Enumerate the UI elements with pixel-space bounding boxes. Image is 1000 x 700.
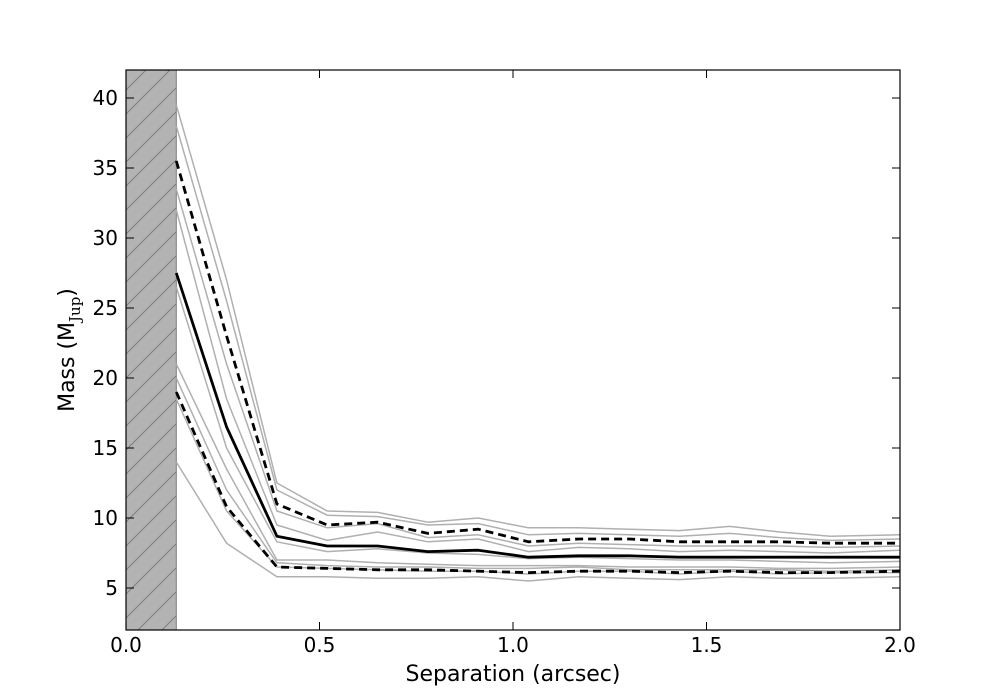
lower-curve [175, 391, 900, 574]
excluded-region-layer [125, 69, 177, 631]
individual-curve [175, 209, 900, 554]
median-curve [174, 272, 900, 559]
x-tick-label: 1.5 [691, 633, 723, 657]
y-axis-label: Mass (MJup) [55, 288, 84, 412]
individual-curve [175, 188, 900, 549]
excluded-region [125, 69, 177, 631]
y-tick-label: 25 [93, 296, 118, 320]
series-layer [174, 104, 900, 582]
individual-curve [175, 125, 900, 542]
individual-curve [175, 377, 900, 572]
tick-layer: 0.0 0.5 1.0 1.5 2.0 5 10 15 20 25 30 35 40 [93, 70, 916, 657]
y-tick-label: 30 [93, 226, 118, 250]
individual-curve [175, 104, 900, 537]
upper-curve [174, 160, 900, 545]
y-tick-label: 15 [93, 436, 118, 460]
y-tick-label: 20 [93, 366, 118, 390]
x-tick-label: 1.0 [497, 633, 529, 657]
y-tick-label: 5 [105, 576, 118, 600]
x-tick-label: 2.0 [884, 633, 916, 657]
y-tick-label: 40 [93, 86, 118, 110]
x-tick-label: 0.5 [304, 633, 336, 657]
x-axis-label: Separation (arcsec) [405, 662, 620, 687]
individual-curve [175, 363, 900, 570]
individual-curve [175, 461, 900, 582]
y-tick-label: 35 [93, 156, 118, 180]
x-tick-label: 0.0 [110, 633, 142, 657]
y-tick-label: 10 [93, 506, 118, 530]
y-axis-label-subscript: Jup [66, 297, 84, 324]
